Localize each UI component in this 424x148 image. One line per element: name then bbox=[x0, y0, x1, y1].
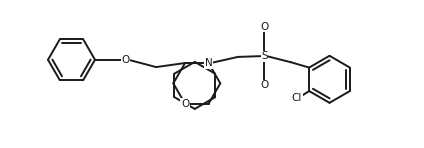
Text: S: S bbox=[261, 51, 268, 61]
Text: O: O bbox=[260, 80, 268, 90]
Text: N: N bbox=[205, 58, 212, 68]
Text: O: O bbox=[260, 22, 268, 32]
Text: Cl: Cl bbox=[292, 93, 302, 103]
Text: O: O bbox=[121, 55, 130, 65]
Text: O: O bbox=[181, 99, 189, 109]
